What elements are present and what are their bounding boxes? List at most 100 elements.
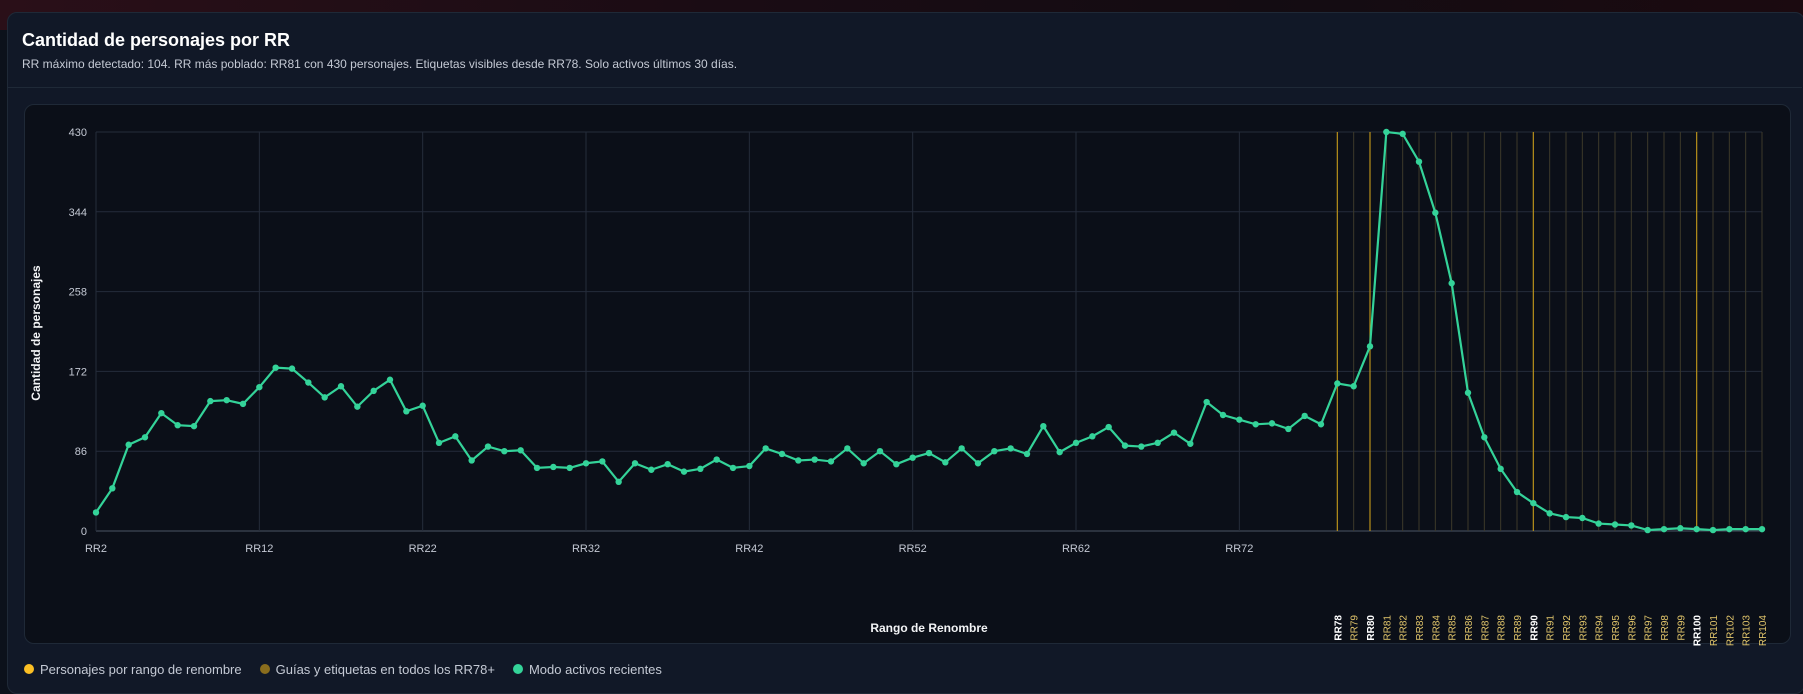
data-point[interactable]: [1105, 423, 1112, 431]
data-point[interactable]: [207, 397, 214, 405]
data-point[interactable]: [1383, 128, 1390, 136]
data-point[interactable]: [1415, 158, 1423, 165]
data-point[interactable]: [174, 422, 181, 429]
data-point[interactable]: [1399, 130, 1406, 138]
data-point[interactable]: [1219, 411, 1227, 419]
data-point[interactable]: [435, 439, 443, 447]
data-point[interactable]: [337, 383, 345, 390]
data-point[interactable]: [288, 365, 296, 372]
data-point[interactable]: [272, 364, 279, 371]
data-point[interactable]: [762, 445, 769, 452]
data-point[interactable]: [1481, 434, 1488, 441]
data-point[interactable]: [419, 402, 426, 409]
data-point[interactable]: [680, 468, 688, 475]
data-point[interactable]: [354, 403, 361, 410]
data-point[interactable]: [1530, 499, 1537, 507]
data-point[interactable]: [158, 409, 165, 417]
data-point[interactable]: [844, 445, 851, 452]
data-point[interactable]: [141, 434, 149, 441]
data-point[interactable]: [1464, 389, 1472, 396]
data-point[interactable]: [1432, 209, 1439, 216]
data-point[interactable]: [860, 460, 867, 467]
legend-item-activos[interactable]: Modo activos recientes: [512, 662, 662, 677]
data-point[interactable]: [599, 458, 606, 465]
data-point[interactable]: [1677, 525, 1684, 532]
data-point[interactable]: [1709, 526, 1717, 534]
data-point[interactable]: [1007, 445, 1014, 452]
data-point[interactable]: [517, 447, 524, 454]
data-point[interactable]: [1628, 522, 1635, 529]
data-point[interactable]: [256, 383, 263, 391]
legend-item-personajes[interactable]: Personajes por rango de renombre: [24, 662, 242, 677]
data-point[interactable]: [484, 443, 492, 450]
data-point[interactable]: [1040, 422, 1047, 430]
data-point[interactable]: [1758, 525, 1766, 533]
data-point[interactable]: [1513, 488, 1521, 496]
data-point[interactable]: [1023, 450, 1031, 458]
data-point[interactable]: [1121, 442, 1129, 449]
data-point[interactable]: [778, 450, 786, 458]
data-point[interactable]: [664, 460, 671, 468]
data-point[interactable]: [1660, 525, 1668, 533]
data-point[interactable]: [321, 394, 328, 401]
data-point[interactable]: [1579, 514, 1586, 522]
data-point[interactable]: [533, 464, 541, 472]
data-point[interactable]: [566, 464, 573, 472]
data-point[interactable]: [1742, 525, 1749, 533]
data-point[interactable]: [991, 448, 998, 455]
data-point[interactable]: [1644, 526, 1651, 534]
data-point[interactable]: [1562, 513, 1570, 521]
data-point[interactable]: [713, 456, 720, 463]
legend-item-guias[interactable]: Guías y etiquetas en todos los RR78+: [259, 662, 495, 677]
data-point[interactable]: [190, 422, 198, 430]
data-point[interactable]: [501, 448, 508, 455]
data-point[interactable]: [1252, 421, 1259, 428]
data-point[interactable]: [1611, 521, 1619, 528]
data-point[interactable]: [1056, 448, 1063, 456]
data-point[interactable]: [239, 400, 247, 408]
data-point[interactable]: [974, 460, 982, 467]
data-point[interactable]: [876, 448, 884, 455]
data-point[interactable]: [1334, 380, 1341, 387]
data-point[interactable]: [1317, 421, 1325, 428]
data-point[interactable]: [1138, 443, 1145, 450]
data-point[interactable]: [1072, 439, 1080, 447]
data-point[interactable]: [729, 464, 737, 472]
data-point[interactable]: [925, 449, 933, 457]
data-point[interactable]: [909, 454, 916, 461]
data-point[interactable]: [305, 379, 312, 386]
data-point[interactable]: [1187, 440, 1194, 447]
data-point[interactable]: [403, 408, 410, 415]
data-point[interactable]: [468, 457, 475, 464]
data-point[interactable]: [697, 465, 704, 473]
data-point[interactable]: [1203, 398, 1210, 406]
data-point[interactable]: [1089, 433, 1096, 440]
data-point[interactable]: [386, 376, 394, 383]
data-point[interactable]: [109, 485, 116, 492]
data-point[interactable]: [452, 433, 459, 440]
data-point[interactable]: [958, 445, 965, 452]
data-point[interactable]: [92, 509, 100, 516]
data-point[interactable]: [1154, 439, 1161, 447]
data-point[interactable]: [550, 463, 557, 471]
data-point[interactable]: [893, 460, 900, 468]
data-point[interactable]: [1268, 420, 1276, 427]
data-point[interactable]: [1301, 412, 1308, 420]
data-point[interactable]: [1236, 416, 1243, 423]
data-point[interactable]: [827, 458, 835, 465]
data-point[interactable]: [1170, 429, 1178, 436]
data-point[interactable]: [811, 456, 818, 463]
data-point[interactable]: [1726, 525, 1733, 533]
data-point[interactable]: [1546, 510, 1553, 517]
data-point[interactable]: [1350, 383, 1357, 390]
data-point[interactable]: [942, 459, 949, 466]
data-point[interactable]: [125, 441, 132, 448]
data-point[interactable]: [223, 396, 230, 404]
data-point[interactable]: [1693, 525, 1700, 533]
data-point[interactable]: [631, 460, 639, 467]
data-point[interactable]: [370, 387, 377, 395]
data-point[interactable]: [582, 460, 590, 467]
data-point[interactable]: [615, 478, 622, 486]
data-point[interactable]: [1285, 425, 1292, 433]
data-point[interactable]: [746, 462, 753, 470]
